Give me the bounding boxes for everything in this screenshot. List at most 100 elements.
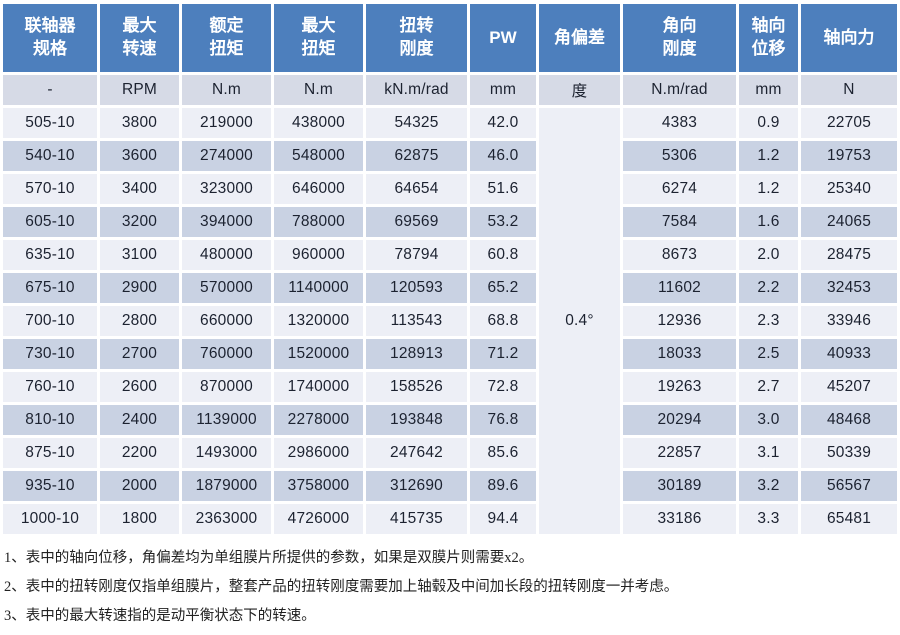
cell-max-speed: 2900 — [100, 273, 179, 303]
cell-max-torque: 1520000 — [274, 339, 363, 369]
cell-max-torque: 3758000 — [274, 471, 363, 501]
cell-angular-stiffness: 6274 — [623, 174, 736, 204]
cell-spec: 540-10 — [3, 141, 97, 171]
table-row: 605-10 3200 394000 788000 69569 53.2 758… — [3, 207, 897, 237]
table-row: 505-10 3800 219000 438000 54325 42.0 0.4… — [3, 108, 897, 534]
cell-rated-torque: 480000 — [182, 240, 271, 270]
cell-torsional-stiffness: 54325 — [366, 108, 467, 138]
cell-max-speed: 3200 — [100, 207, 179, 237]
unit-cell: N — [801, 75, 897, 105]
cell-axial-displacement: 3.3 — [739, 504, 798, 534]
cell-max-torque: 2986000 — [274, 438, 363, 468]
cell-rated-torque: 1493000 — [182, 438, 271, 468]
cell-axial-displacement: 1.6 — [739, 207, 798, 237]
cell-axial-displacement: 3.2 — [739, 471, 798, 501]
table-row: 875-10 2200 1493000 2986000 247642 85.6 … — [3, 438, 897, 468]
units-row: - RPM N.m N.m kN.m/rad mm 度 N.m/rad mm N — [3, 75, 897, 105]
cell-axial-force: 50339 — [801, 438, 897, 468]
cell-axial-force: 19753 — [801, 141, 897, 171]
cell-torsional-stiffness: 312690 — [366, 471, 467, 501]
cell-axial-force: 25340 — [801, 174, 897, 204]
table-row: 675-10 2900 570000 1140000 120593 65.2 1… — [3, 273, 897, 303]
column-header-torsional-stiffness: 扭转 刚度 — [366, 4, 467, 72]
cell-pw: 51.6 — [470, 174, 536, 204]
column-header-axial-force: 轴向力 — [801, 4, 897, 72]
cell-torsional-stiffness: 128913 — [366, 339, 467, 369]
cell-max-torque: 646000 — [274, 174, 363, 204]
cell-max-speed: 3600 — [100, 141, 179, 171]
footnote-1: 1、表中的轴向位移，角偏差均为单组膜片所提供的参数，如果是双膜片则需要x2。 — [4, 550, 534, 566]
cell-torsional-stiffness: 113543 — [366, 306, 467, 336]
cell-axial-displacement: 3.0 — [739, 405, 798, 435]
cell-max-speed: 2200 — [100, 438, 179, 468]
cell-axial-displacement: 2.3 — [739, 306, 798, 336]
cell-axial-displacement: 1.2 — [739, 141, 798, 171]
cell-angular-stiffness: 5306 — [623, 141, 736, 171]
cell-angular-stiffness: 4383 — [623, 108, 736, 138]
cell-rated-torque: 274000 — [182, 141, 271, 171]
coupling-spec-table: 联轴器 规格 最大 转速 额定 扭矩 最大 扭矩 扭转 刚度 PW 角偏差 角向… — [0, 1, 900, 537]
cell-axial-displacement: 2.5 — [739, 339, 798, 369]
cell-rated-torque: 660000 — [182, 306, 271, 336]
column-header-rated-torque: 额定 扭矩 — [182, 4, 271, 72]
cell-axial-force: 22705 — [801, 108, 897, 138]
cell-spec: 700-10 — [3, 306, 97, 336]
cell-rated-torque: 870000 — [182, 372, 271, 402]
table-row: 810-10 2400 1139000 2278000 193848 76.8 … — [3, 405, 897, 435]
cell-max-speed: 3800 — [100, 108, 179, 138]
cell-angular-stiffness: 12936 — [623, 306, 736, 336]
cell-axial-displacement: 3.1 — [739, 438, 798, 468]
cell-spec: 760-10 — [3, 372, 97, 402]
cell-angular-stiffness: 8673 — [623, 240, 736, 270]
unit-cell: N.m — [182, 75, 271, 105]
column-header-axial-displacement: 轴向 位移 — [739, 4, 798, 72]
cell-max-speed: 2600 — [100, 372, 179, 402]
cell-pw: 72.8 — [470, 372, 536, 402]
cell-pw: 94.4 — [470, 504, 536, 534]
unit-cell: N.m — [274, 75, 363, 105]
table-row: 935-10 2000 1879000 3758000 312690 89.6 … — [3, 471, 897, 501]
cell-spec: 505-10 — [3, 108, 97, 138]
cell-axial-force: 24065 — [801, 207, 897, 237]
footnote-2: 2、表中的扭转刚度仅指单组膜片，整套产品的扭转刚度需要加上轴毂及中间加长段的扭转… — [4, 579, 679, 596]
unit-cell: 度 — [539, 75, 620, 105]
cell-max-torque: 4726000 — [274, 504, 363, 534]
cell-angular-stiffness: 11602 — [623, 273, 736, 303]
column-header-max-torque: 最大 扭矩 — [274, 4, 363, 72]
cell-rated-torque: 1139000 — [182, 405, 271, 435]
unit-cell: kN.m/rad — [366, 75, 467, 105]
footnotes: 1、表中的轴向位移，角偏差均为单组膜片所提供的参数，如果是双膜片则需要x2。 2… — [4, 549, 900, 625]
cell-spec: 875-10 — [3, 438, 97, 468]
cell-max-speed: 3400 — [100, 174, 179, 204]
cell-axial-force: 40933 — [801, 339, 897, 369]
table-row: 570-10 3400 323000 646000 64654 51.6 627… — [3, 174, 897, 204]
unit-cell: mm — [739, 75, 798, 105]
column-header-angle-deviation: 角偏差 — [539, 4, 620, 72]
cell-axial-force: 56567 — [801, 471, 897, 501]
column-header-spec: 联轴器 规格 — [3, 4, 97, 72]
cell-pw: 76.8 — [470, 405, 536, 435]
cell-pw: 46.0 — [470, 141, 536, 171]
cell-max-torque: 548000 — [274, 141, 363, 171]
cell-pw: 71.2 — [470, 339, 536, 369]
cell-max-torque: 2278000 — [274, 405, 363, 435]
cell-max-torque: 438000 — [274, 108, 363, 138]
cell-max-torque: 788000 — [274, 207, 363, 237]
cell-rated-torque: 1879000 — [182, 471, 271, 501]
table-row: 540-10 3600 274000 548000 62875 46.0 530… — [3, 141, 897, 171]
column-header-pw: PW — [470, 4, 536, 72]
cell-spec: 1000-10 — [3, 504, 97, 534]
cell-spec: 730-10 — [3, 339, 97, 369]
cell-max-torque: 1140000 — [274, 273, 363, 303]
cell-max-torque: 960000 — [274, 240, 363, 270]
cell-rated-torque: 570000 — [182, 273, 271, 303]
cell-rated-torque: 323000 — [182, 174, 271, 204]
cell-angular-stiffness: 18033 — [623, 339, 736, 369]
cell-axial-displacement: 2.7 — [739, 372, 798, 402]
cell-axial-force: 28475 — [801, 240, 897, 270]
cell-rated-torque: 760000 — [182, 339, 271, 369]
unit-cell: mm — [470, 75, 536, 105]
cell-axial-force: 48468 — [801, 405, 897, 435]
cell-spec: 935-10 — [3, 471, 97, 501]
cell-axial-force: 33946 — [801, 306, 897, 336]
